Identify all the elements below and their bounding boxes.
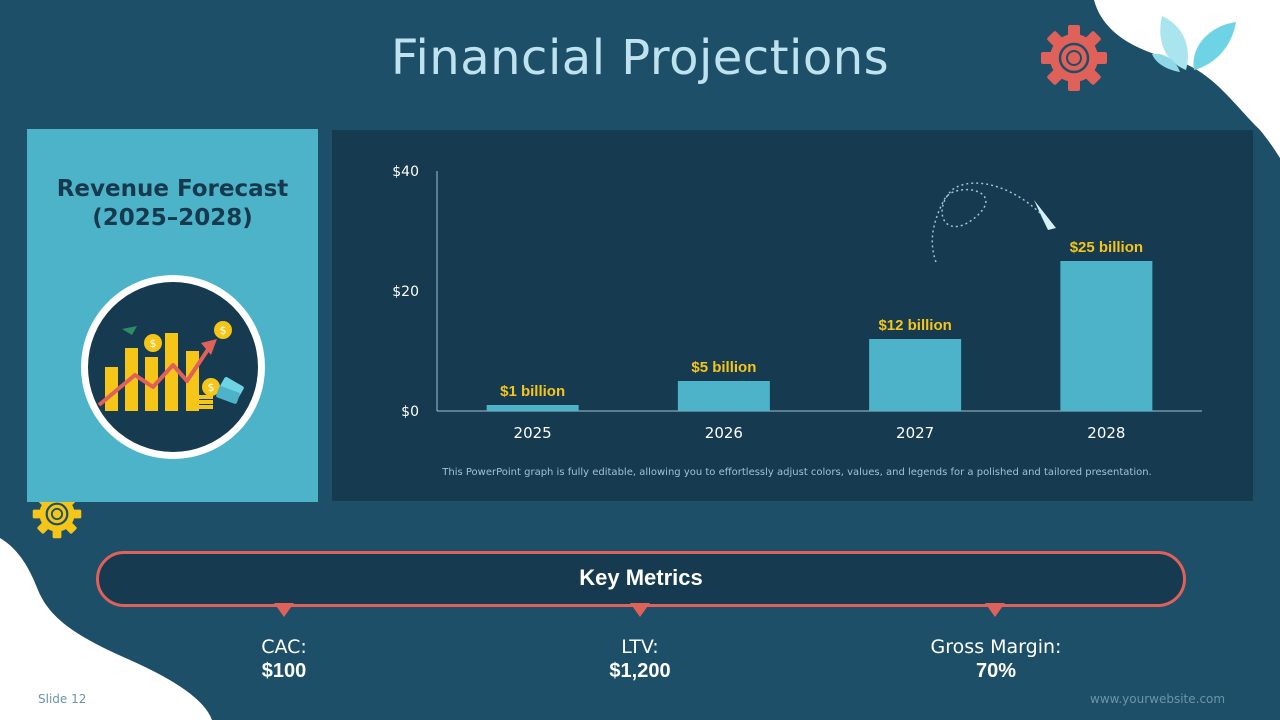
- metric-label: Gross Margin:: [930, 636, 1062, 658]
- x-tick-label: 2025: [514, 424, 552, 442]
- revenue-forecast-panel: Revenue Forecast (2025–2028) $ $ $: [27, 129, 318, 502]
- bottom-left-wave-decoration: [0, 538, 212, 720]
- x-tick-label: 2027: [896, 424, 934, 442]
- data-label: $5 billion: [691, 359, 756, 376]
- revenue-growth-icon: $ $ $: [81, 275, 265, 459]
- metric-value: 70%: [975, 660, 1017, 682]
- metric-label: LTV:: [621, 636, 659, 658]
- metric-pointer-icon: [985, 603, 1005, 617]
- key-metrics-bar: Key Metrics: [96, 551, 1186, 607]
- slide-title: Financial Projections: [390, 30, 890, 86]
- website-url: www.yourwebsite.com: [1090, 692, 1226, 706]
- metric-pointer-icon: [630, 603, 650, 617]
- x-tick-label: 2028: [1087, 424, 1125, 442]
- revenue-chart-panel: $0 $20 $40 $1 billion 2025 $5 billion 2026 $12 …: [332, 130, 1253, 501]
- key-metrics-title: Key Metrics: [579, 565, 703, 590]
- gear-icon: [1041, 25, 1107, 91]
- paper-plane-icon: [1034, 200, 1056, 230]
- dotted-path-decoration: [931, 182, 1043, 263]
- data-label: $25 billion: [1070, 239, 1143, 256]
- leaf-decoration-icon: [1152, 16, 1236, 72]
- bar-2028: [1060, 261, 1153, 411]
- metric-pointer-icon: [274, 603, 294, 617]
- panel-title-line1: Revenue Forecast: [56, 176, 289, 202]
- metric-ltv: LTV: $1,200: [520, 636, 760, 683]
- y-tick-label: $20: [392, 284, 419, 300]
- metric-label: CAC:: [261, 636, 307, 658]
- svg-text:$: $: [150, 337, 157, 350]
- bar-2027: [869, 339, 962, 411]
- bar-2025: [486, 405, 579, 411]
- svg-text:$: $: [208, 381, 215, 394]
- bar-2026: [677, 381, 770, 411]
- metric-value: $100: [261, 660, 307, 682]
- metric-cac: CAC: $100: [164, 636, 404, 683]
- panel-title-line2: (2025–2028): [92, 205, 253, 231]
- y-tick-label: $40: [392, 164, 419, 180]
- revenue-bar-chart: $0 $20 $40 $1 billion 2025 $5 billion 2026 $12 …: [392, 164, 1202, 442]
- chart-note: This PowerPoint graph is fully editable,…: [442, 467, 1152, 478]
- panel-title: Revenue Forecast (2025–2028): [27, 175, 318, 233]
- svg-text:$: $: [220, 324, 227, 337]
- data-label: $12 billion: [878, 317, 951, 334]
- data-label: $1 billion: [500, 383, 565, 400]
- x-tick-label: 2026: [705, 424, 743, 442]
- metric-gross-margin: Gross Margin: 70%: [876, 636, 1116, 683]
- metric-value: $1,200: [609, 660, 671, 682]
- y-tick-label: $0: [401, 404, 419, 420]
- top-right-wave-decoration: [1094, 0, 1280, 158]
- slide-number: Slide 12: [38, 692, 87, 706]
